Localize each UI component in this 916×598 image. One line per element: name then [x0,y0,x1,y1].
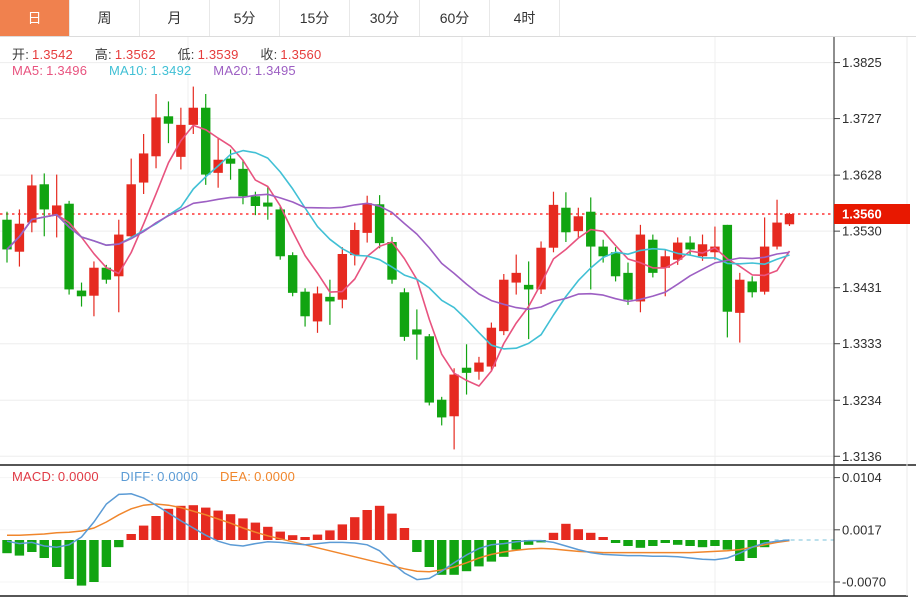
ma20-line [6,193,790,311]
macd-histogram [2,505,770,586]
macd-legend-row: MACD: 0.0000 DIFF: 0.0000 DEA: 0.0000 [12,469,313,484]
svg-text:1.3825: 1.3825 [842,55,882,70]
ma5-value: 1.3496 [46,63,88,78]
diff-value: 0.0000 [157,469,199,484]
svg-text:1.3234: 1.3234 [842,393,882,408]
tab-15分[interactable]: 15分 [280,0,350,36]
tab-5分[interactable]: 5分 [210,0,280,36]
macd-label: MACD: [12,469,55,484]
tab-4时[interactable]: 4时 [490,0,560,36]
close-value: 1.3560 [280,47,322,62]
ma5-line [6,124,791,387]
tab-60分[interactable]: 60分 [420,0,490,36]
svg-text:1.3628: 1.3628 [842,168,882,183]
tab-月[interactable]: 月 [140,0,210,36]
close-label: 收: [260,47,278,62]
svg-text:1.3136: 1.3136 [842,449,882,464]
tab-30分[interactable]: 30分 [350,0,420,36]
open-label: 开: [12,47,30,62]
price-axis: 1.3825 1.3727 1.3628 1.3530 1.3431 1.3333 1.32… [834,55,882,464]
macd-axis: 0.0104 0.0017 -0.0070 [834,470,886,590]
low-label: 低: [177,47,195,62]
dea-line [7,503,790,573]
last-price-badge: 1.3560 [834,204,910,224]
dea-label: DEA: [219,469,252,484]
ma-legend-row: MA5: 1.3496 MA10: 1.3492 MA20: 1.3495 [12,63,314,78]
svg-text:-0.0070: -0.0070 [842,575,886,590]
svg-text:1.3727: 1.3727 [842,111,882,126]
candles [2,86,795,450]
ma10-value: 1.3492 [150,63,192,78]
svg-text:0.0104: 0.0104 [842,470,882,485]
ma10-label: MA10: [108,63,148,78]
open-value: 1.3542 [32,47,73,62]
svg-text:0.0017: 0.0017 [842,522,882,537]
high-label: 高: [94,47,112,62]
low-value: 1.3539 [197,47,239,62]
svg-text:1.3560: 1.3560 [842,207,882,222]
chart-frame [0,37,916,597]
diff-label: DIFF: [120,469,155,484]
ma20-label: MA20: [213,63,252,78]
tab-周[interactable]: 周 [70,0,140,36]
ma10-line [6,149,790,350]
dea-value: 0.0000 [254,469,296,484]
ma5-label: MA5: [12,63,44,78]
high-value: 1.3562 [114,47,156,62]
diff-line [6,493,790,581]
svg-text:1.3530: 1.3530 [842,224,882,239]
svg-text:1.3333: 1.3333 [842,336,882,351]
ma20-value: 1.3495 [254,63,296,78]
tab-日[interactable]: 日 [0,0,70,36]
ohlc-row: 开: 1.3542 高: 1.3562 低: 1.3539 收: 1.3560 [12,44,339,63]
interval-tabbar: 日周月 5分 15分 30分 60分 4时 [0,0,916,37]
macd-value: 0.0000 [57,469,99,484]
svg-text:1.3431: 1.3431 [842,280,882,295]
